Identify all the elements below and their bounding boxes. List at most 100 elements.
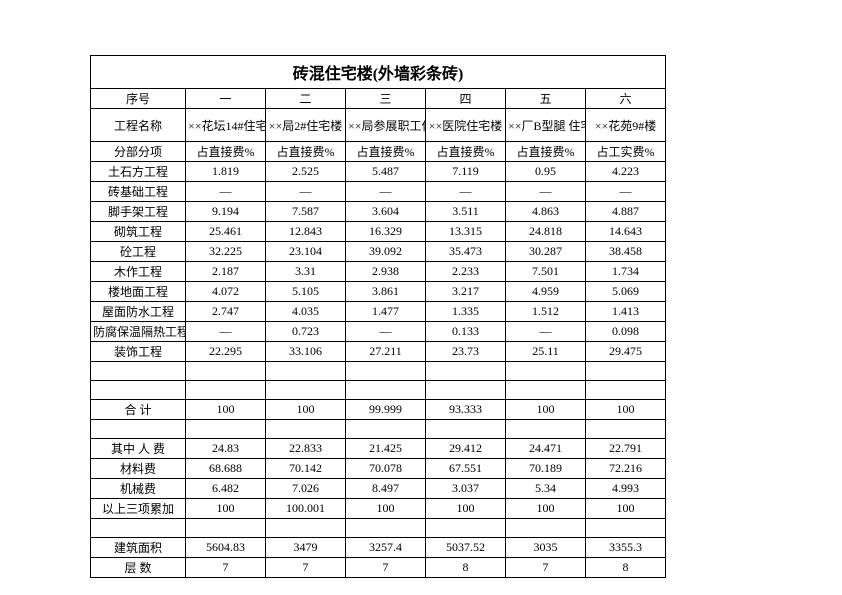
cost-1-4: 70.189 [506, 459, 586, 479]
cost-0-2: 21.425 [346, 439, 426, 459]
footer-1-3: 8 [426, 558, 506, 578]
blank [586, 420, 666, 439]
val-8-1: 0.723 [266, 322, 346, 342]
val-1-1: — [266, 182, 346, 202]
val-4-1: 23.104 [266, 242, 346, 262]
row-label-1: 砖基础工程 [91, 182, 186, 202]
val-5-5: 1.734 [586, 262, 666, 282]
val-3-3: 13.315 [426, 222, 506, 242]
blank [426, 519, 506, 538]
cost-0-3: 29.412 [426, 439, 506, 459]
subtotal-2: 99.999 [346, 400, 426, 420]
cost-1-3: 67.551 [426, 459, 506, 479]
val-1-4: — [506, 182, 586, 202]
val-2-0: 9.194 [186, 202, 266, 222]
subtotal-5: 100 [586, 400, 666, 420]
val-6-0: 4.072 [186, 282, 266, 302]
cost-data-table: 砖混住宅楼(外墙彩条砖)序号一二三四五六工程名称××花坛14#住宅楼××局2#住… [90, 55, 666, 578]
blank [91, 420, 186, 439]
blank [91, 362, 186, 381]
blank [186, 381, 266, 400]
blank [586, 519, 666, 538]
blank [266, 381, 346, 400]
blank [506, 362, 586, 381]
cost-2-3: 3.037 [426, 479, 506, 499]
val-6-2: 3.861 [346, 282, 426, 302]
val-9-1: 33.106 [266, 342, 346, 362]
blank [346, 362, 426, 381]
footer-0-3: 5037.52 [426, 538, 506, 558]
blank [266, 519, 346, 538]
val-5-4: 7.501 [506, 262, 586, 282]
val-2-3: 3.511 [426, 202, 506, 222]
pct-header-0: 占直接费% [186, 142, 266, 162]
footer-0-0: 5604.83 [186, 538, 266, 558]
cost-3-3: 100 [426, 499, 506, 519]
cost-1-2: 70.078 [346, 459, 426, 479]
val-6-3: 3.217 [426, 282, 506, 302]
val-3-0: 25.461 [186, 222, 266, 242]
blank [586, 381, 666, 400]
cost-1-0: 68.688 [186, 459, 266, 479]
col-name-3: ××医院住宅楼 [426, 109, 506, 142]
blank [186, 420, 266, 439]
cost-label-0: 其中 人 费 [91, 439, 186, 459]
val-6-1: 5.105 [266, 282, 346, 302]
val-4-3: 35.473 [426, 242, 506, 262]
footer-1-2: 7 [346, 558, 426, 578]
footer-1-0: 7 [186, 558, 266, 578]
row-label-0: 土石方工程 [91, 162, 186, 182]
blank [586, 362, 666, 381]
val-2-1: 7.587 [266, 202, 346, 222]
val-9-3: 23.73 [426, 342, 506, 362]
section-label: 分部分项 [91, 142, 186, 162]
blank [506, 420, 586, 439]
blank [186, 519, 266, 538]
cost-label-2: 机械费 [91, 479, 186, 499]
val-0-3: 7.119 [426, 162, 506, 182]
footer-0-5: 3355.3 [586, 538, 666, 558]
cost-3-4: 100 [506, 499, 586, 519]
val-6-4: 4.959 [506, 282, 586, 302]
col-name-4: ××厂B型腿 住宅楼 [506, 109, 586, 142]
val-8-0: — [186, 322, 266, 342]
cost-0-4: 24.471 [506, 439, 586, 459]
col-name-0: ××花坛14#住宅楼 [186, 109, 266, 142]
blank [186, 362, 266, 381]
col-name-5: ××花苑9#楼 [586, 109, 666, 142]
blank [506, 381, 586, 400]
header-seq: 序号 [91, 89, 186, 109]
val-9-2: 27.211 [346, 342, 426, 362]
cost-label-1: 材料费 [91, 459, 186, 479]
val-1-5: — [586, 182, 666, 202]
val-3-2: 16.329 [346, 222, 426, 242]
val-8-3: 0.133 [426, 322, 506, 342]
cost-0-5: 22.791 [586, 439, 666, 459]
val-5-2: 2.938 [346, 262, 426, 282]
val-7-3: 1.335 [426, 302, 506, 322]
col-name-2: ××局参展职工住宅楼 [346, 109, 426, 142]
blank [266, 362, 346, 381]
blank [91, 381, 186, 400]
footer-0-2: 3257.4 [346, 538, 426, 558]
pct-header-1: 占直接费% [266, 142, 346, 162]
val-1-2: — [346, 182, 426, 202]
val-2-4: 4.863 [506, 202, 586, 222]
val-4-0: 32.225 [186, 242, 266, 262]
blank [426, 381, 506, 400]
col-num-1: 二 [266, 89, 346, 109]
table-title: 砖混住宅楼(外墙彩条砖) [91, 56, 666, 89]
col-num-5: 六 [586, 89, 666, 109]
val-3-1: 12.843 [266, 222, 346, 242]
val-4-2: 39.092 [346, 242, 426, 262]
row-label-9: 装饰工程 [91, 342, 186, 362]
blank [266, 420, 346, 439]
val-8-2: — [346, 322, 426, 342]
val-0-1: 2.525 [266, 162, 346, 182]
val-2-2: 3.604 [346, 202, 426, 222]
cost-3-0: 100 [186, 499, 266, 519]
val-1-0: — [186, 182, 266, 202]
footer-0-4: 3035 [506, 538, 586, 558]
cost-0-1: 22.833 [266, 439, 346, 459]
footer-label-0: 建筑面积 [91, 538, 186, 558]
